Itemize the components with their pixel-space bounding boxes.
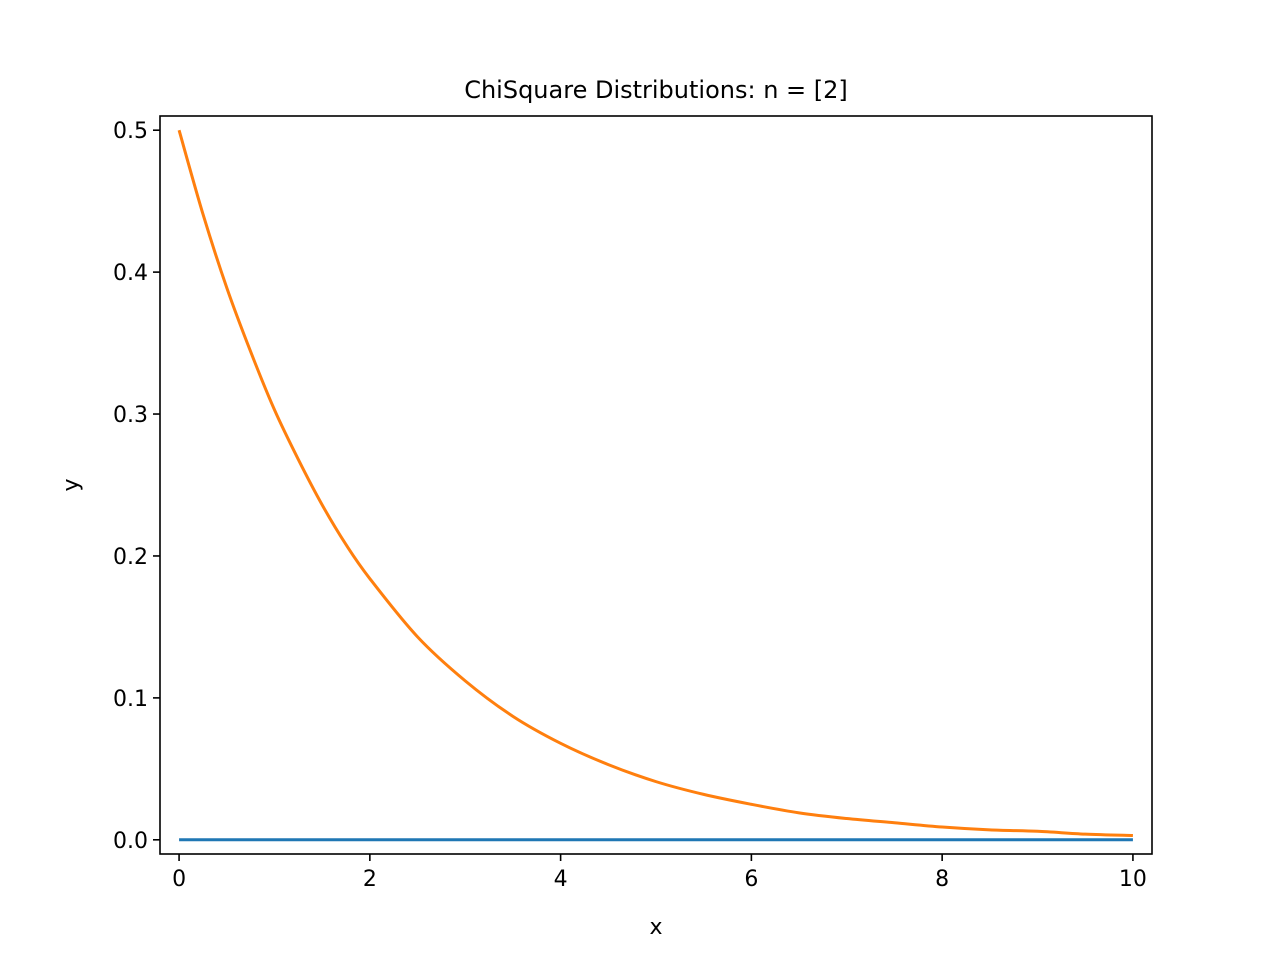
series-line-2 (177, 129, 1133, 838)
series-layer (177, 129, 1133, 842)
y-tick-label: 0.0 (113, 829, 148, 854)
x-axis: 0 2 4 6 8 10 (172, 854, 1147, 892)
x-tick-label: 2 (363, 867, 377, 892)
chart-title: ChiSquare Distributions: n = [2] (464, 76, 848, 104)
y-tick-label: 0.2 (113, 545, 148, 570)
x-tick-label: 4 (554, 867, 568, 892)
x-tick-label: 0 (172, 867, 186, 892)
x-tick-label: 8 (935, 867, 949, 892)
y-axis: 0.0 0.1 0.2 0.3 0.4 0.5 (113, 119, 160, 854)
x-tick-label: 6 (744, 867, 758, 892)
plot-area-frame (159, 115, 1153, 855)
y-tick-label: 0.1 (113, 687, 148, 712)
x-axis-label: x (649, 915, 662, 940)
x-tick-label: 10 (1119, 867, 1147, 892)
y-tick-label: 0.5 (113, 119, 148, 144)
y-tick-label: 0.4 (113, 261, 148, 286)
y-tick-label: 0.3 (113, 403, 148, 428)
y-axis-label: y (59, 478, 84, 491)
